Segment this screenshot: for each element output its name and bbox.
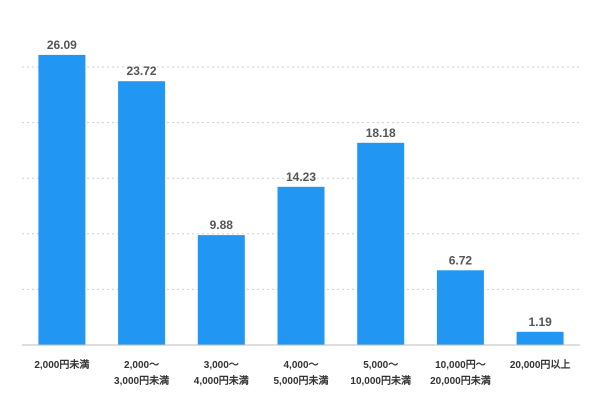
- bar: [118, 81, 166, 345]
- data-label: 1.19: [528, 315, 552, 329]
- bar: [197, 235, 245, 345]
- x-tick-label-line: 5,000円未満: [273, 374, 328, 387]
- bar: [357, 142, 405, 345]
- bars: [38, 54, 564, 346]
- x-tick-label-line: 4,000円未満: [194, 374, 249, 387]
- x-tick-label: 10,000円〜 20,000円未満: [430, 359, 491, 387]
- data-label: 6.72: [449, 253, 473, 267]
- x-tick-label-line: 4,000〜: [283, 360, 318, 371]
- x-tick-label-line: 10,000円〜: [435, 359, 486, 371]
- bar: [277, 186, 325, 345]
- x-tick-label: 5,000〜 10,000円未満: [350, 360, 411, 387]
- x-tick-label: 2,000円未満: [34, 358, 89, 371]
- bar: [436, 270, 484, 345]
- x-tick-label-line: 3,000円未満: [114, 374, 169, 387]
- x-axis: 2,000円未満 2,000〜 3,000円未満 3,000〜 4,000円未満 4,00…: [22, 344, 580, 387]
- gridlines: [22, 66, 580, 290]
- x-tick-label: 2,000〜 3,000円未満: [114, 360, 169, 387]
- bar: [516, 331, 564, 345]
- data-label: 14.23: [286, 170, 316, 184]
- x-tick-label: 4,000〜 5,000円未満: [273, 360, 328, 387]
- x-tick-label-line: 3,000〜: [204, 360, 239, 371]
- data-label: 9.88: [210, 218, 234, 232]
- data-label: 23.72: [127, 64, 157, 78]
- x-tick-label-line: 5,000〜: [363, 360, 398, 371]
- x-tick-label-line: 10,000円未満: [350, 374, 411, 387]
- x-tick-label-line: 20,000円未満: [430, 374, 491, 387]
- x-tick-label: 20,000円以上: [510, 358, 571, 371]
- x-tick-label-line: 2,000〜: [124, 360, 159, 371]
- x-tick-label-line: 2,000円未満: [34, 358, 89, 371]
- data-label: 18.18: [366, 126, 396, 140]
- data-labels: 26.09 23.72 9.88 14.23 18.18 6.72 1.19: [47, 38, 552, 329]
- x-tick-label: 3,000〜 4,000円未満: [194, 360, 249, 387]
- data-label: 26.09: [47, 38, 77, 52]
- x-tick-label-line: 20,000円以上: [510, 358, 571, 371]
- bar: [38, 54, 86, 346]
